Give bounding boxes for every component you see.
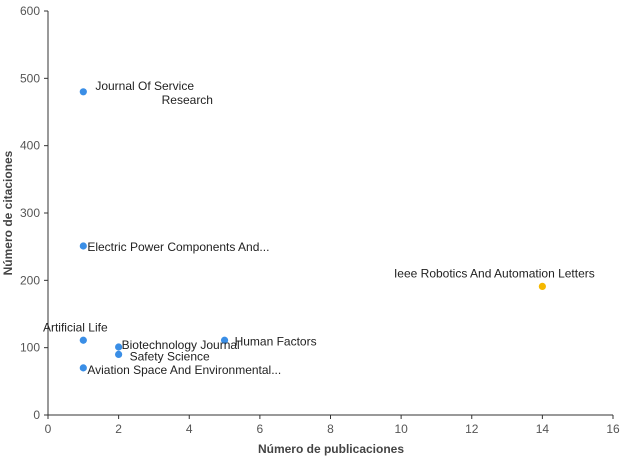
x-tick-label: 2 [115, 422, 122, 436]
x-tick-label: 14 [536, 422, 550, 436]
point-label: Electric Power Components And... [87, 240, 269, 254]
x-tick-label: 0 [45, 422, 52, 436]
point-label: Ieee Robotics And Automation Letters [394, 266, 595, 280]
data-point[interactable] [79, 242, 87, 250]
y-tick-label: 0 [33, 408, 40, 422]
y-tick-label: 300 [20, 206, 40, 220]
data-point[interactable] [115, 343, 123, 351]
y-tick-label: 600 [20, 4, 40, 18]
data-point[interactable] [79, 336, 87, 344]
point-label: Safety Science [130, 349, 210, 363]
x-tick-label: 10 [394, 422, 408, 436]
x-axis-ticks: 0 2 4 6 8 10 12 14 16 [45, 415, 620, 436]
point-labels: Journal Of Service Research Electric Power… [43, 79, 595, 377]
point-label: Biotechnology Journal [122, 338, 240, 352]
y-tick-label: 500 [20, 71, 40, 85]
y-axis-ticks: 0 100 200 300 400 500 600 [20, 4, 48, 422]
data-point[interactable] [538, 282, 546, 290]
x-tick-label: 6 [257, 422, 264, 436]
y-axis-title: Número de citaciones [1, 150, 15, 275]
x-tick-label: 16 [606, 422, 620, 436]
data-point[interactable] [220, 336, 229, 344]
point-label: Human Factors [235, 334, 317, 348]
data-points [79, 88, 546, 372]
point-label: Artificial Life [43, 320, 108, 334]
point-label: Journal Of Service Research [95, 79, 213, 107]
y-tick-label: 100 [20, 341, 40, 355]
point-label: Aviation Space And Environmental... [87, 363, 281, 377]
y-tick-label: 200 [20, 273, 40, 287]
data-point[interactable] [79, 364, 87, 372]
data-point[interactable] [79, 88, 87, 96]
x-tick-label: 12 [465, 422, 479, 436]
x-tick-label: 8 [327, 422, 334, 436]
data-point[interactable] [115, 350, 123, 358]
x-tick-label: 4 [186, 422, 193, 436]
x-axis-title: Número de publicaciones [258, 442, 404, 456]
y-tick-label: 400 [20, 139, 40, 153]
